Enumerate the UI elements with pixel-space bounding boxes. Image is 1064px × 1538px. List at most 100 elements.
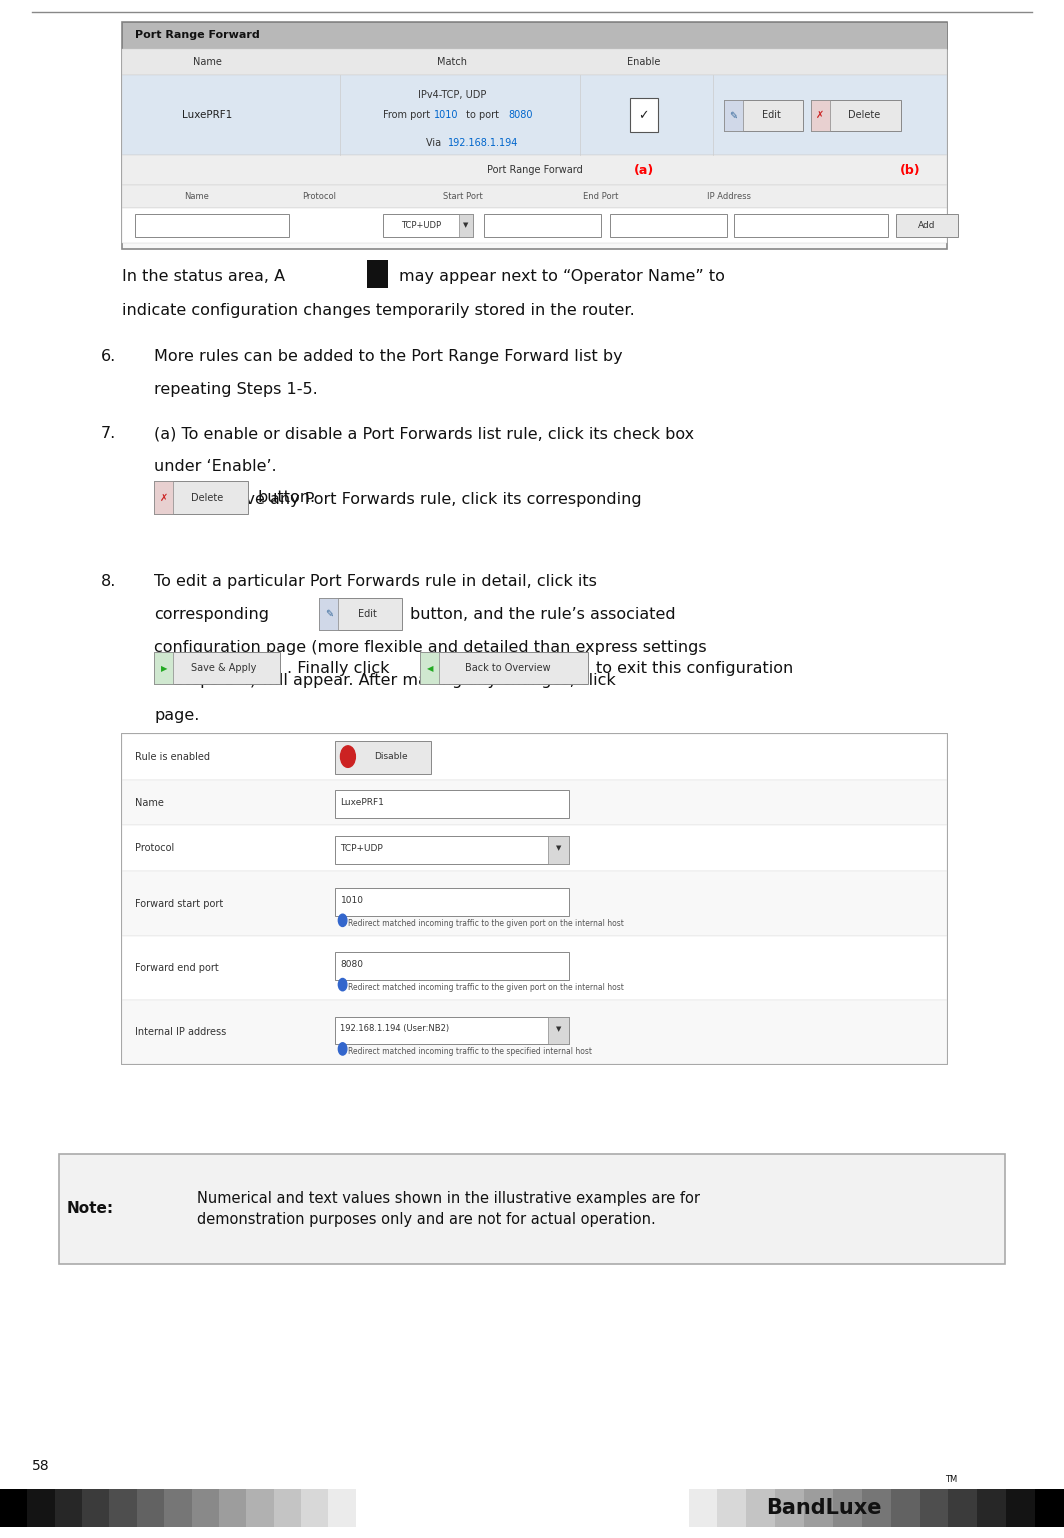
- FancyBboxPatch shape: [219, 1489, 247, 1527]
- Text: 1010: 1010: [340, 895, 364, 904]
- Text: Numerical and text values shown in the illustrative examples are for
demonstrati: Numerical and text values shown in the i…: [197, 1190, 700, 1227]
- Text: Redirect matched incoming traffic to the given port on the internal host: Redirect matched incoming traffic to the…: [348, 918, 624, 927]
- FancyBboxPatch shape: [319, 597, 338, 631]
- FancyBboxPatch shape: [335, 791, 569, 818]
- Text: Via: Via: [426, 138, 444, 148]
- Text: From port: From port: [383, 111, 433, 120]
- FancyBboxPatch shape: [137, 1489, 165, 1527]
- Text: Note:: Note:: [67, 1201, 114, 1217]
- Text: Edit: Edit: [358, 609, 377, 618]
- FancyBboxPatch shape: [82, 1489, 111, 1527]
- FancyBboxPatch shape: [154, 652, 280, 684]
- FancyBboxPatch shape: [811, 100, 830, 131]
- FancyBboxPatch shape: [28, 1489, 55, 1527]
- FancyBboxPatch shape: [273, 1489, 302, 1527]
- FancyBboxPatch shape: [154, 652, 173, 684]
- FancyBboxPatch shape: [484, 214, 601, 237]
- Text: button.: button.: [257, 491, 316, 504]
- Text: ✓: ✓: [638, 109, 649, 122]
- FancyBboxPatch shape: [135, 214, 289, 237]
- Text: Match: Match: [437, 57, 467, 68]
- FancyBboxPatch shape: [335, 887, 569, 915]
- Text: (b): (b): [899, 165, 920, 177]
- FancyBboxPatch shape: [122, 935, 947, 1000]
- Text: button, and the rule’s associated: button, and the rule’s associated: [410, 608, 676, 621]
- Text: 192.168.1.194: 192.168.1.194: [448, 138, 518, 148]
- Text: Name: Name: [135, 798, 164, 807]
- Text: ✎: ✎: [729, 111, 737, 120]
- Text: LuxePRF1: LuxePRF1: [182, 111, 233, 120]
- FancyBboxPatch shape: [1035, 1489, 1064, 1527]
- Text: 1010: 1010: [434, 111, 459, 120]
- FancyBboxPatch shape: [355, 1489, 384, 1527]
- Text: End Port: End Port: [583, 192, 619, 200]
- Text: Redirect matched incoming traffic to the given port on the internal host: Redirect matched incoming traffic to the…: [348, 983, 624, 992]
- Text: page.: page.: [154, 707, 200, 723]
- FancyBboxPatch shape: [122, 22, 947, 49]
- FancyBboxPatch shape: [122, 22, 947, 249]
- Text: ✗: ✗: [160, 492, 168, 503]
- FancyBboxPatch shape: [301, 1489, 330, 1527]
- FancyBboxPatch shape: [548, 837, 569, 864]
- Text: Redirect matched incoming traffic to the specified internal host: Redirect matched incoming traffic to the…: [348, 1047, 592, 1057]
- FancyBboxPatch shape: [122, 49, 947, 75]
- Text: (a) To enable or disable a Port Forwards list rule, click its check box: (a) To enable or disable a Port Forwards…: [154, 426, 695, 441]
- FancyBboxPatch shape: [420, 652, 588, 684]
- Text: ▶: ▶: [161, 664, 167, 672]
- Text: Edit: Edit: [762, 111, 781, 120]
- FancyBboxPatch shape: [548, 1017, 569, 1044]
- Text: TCP+UDP: TCP+UDP: [340, 844, 383, 854]
- FancyBboxPatch shape: [122, 780, 947, 826]
- Text: indicate configuration changes temporarily stored in the router.: indicate configuration changes temporari…: [122, 303, 635, 318]
- FancyBboxPatch shape: [833, 1489, 863, 1527]
- Text: ▼: ▼: [555, 1026, 562, 1032]
- FancyBboxPatch shape: [122, 872, 947, 935]
- Text: LuxePRF1: LuxePRF1: [340, 798, 384, 807]
- FancyBboxPatch shape: [919, 1489, 949, 1527]
- FancyBboxPatch shape: [59, 1154, 1005, 1264]
- Text: Forward end port: Forward end port: [135, 963, 219, 974]
- Text: Port Range Forward: Port Range Forward: [135, 31, 260, 40]
- FancyBboxPatch shape: [717, 1489, 747, 1527]
- FancyBboxPatch shape: [459, 214, 473, 237]
- Circle shape: [338, 1043, 347, 1055]
- Text: configuration page (more flexible and detailed than express settings: configuration page (more flexible and de…: [154, 640, 706, 655]
- Text: 6.: 6.: [101, 349, 116, 365]
- Text: under ‘Enable’.: under ‘Enable’.: [154, 460, 277, 474]
- Text: may appear next to “Operator Name” to: may appear next to “Operator Name” to: [399, 269, 725, 285]
- FancyBboxPatch shape: [660, 1489, 689, 1527]
- Text: Start Port: Start Port: [443, 192, 483, 200]
- Text: repeating Steps 1-5.: repeating Steps 1-5.: [154, 383, 318, 397]
- FancyBboxPatch shape: [891, 1489, 920, 1527]
- FancyBboxPatch shape: [54, 1489, 83, 1527]
- FancyBboxPatch shape: [192, 1489, 220, 1527]
- Text: ✗: ✗: [816, 111, 825, 120]
- FancyBboxPatch shape: [154, 481, 248, 514]
- FancyBboxPatch shape: [688, 1489, 718, 1527]
- FancyBboxPatch shape: [0, 1489, 29, 1527]
- Circle shape: [338, 914, 347, 926]
- FancyBboxPatch shape: [335, 741, 431, 774]
- FancyBboxPatch shape: [724, 100, 803, 131]
- FancyBboxPatch shape: [110, 1489, 138, 1527]
- Text: In the status area, A: In the status area, A: [122, 269, 285, 285]
- Text: TM: TM: [945, 1475, 958, 1484]
- FancyBboxPatch shape: [1007, 1489, 1036, 1527]
- Text: Enable: Enable: [627, 57, 661, 68]
- FancyBboxPatch shape: [335, 837, 569, 864]
- Text: Rule is enabled: Rule is enabled: [135, 752, 210, 761]
- Text: More rules can be added to the Port Range Forward list by: More rules can be added to the Port Rang…: [154, 349, 622, 365]
- FancyBboxPatch shape: [734, 214, 888, 237]
- FancyBboxPatch shape: [122, 734, 947, 780]
- FancyBboxPatch shape: [122, 75, 947, 155]
- Text: IPv4-TCP, UDP: IPv4-TCP, UDP: [418, 91, 486, 100]
- Text: Port Range Forward: Port Range Forward: [487, 165, 582, 175]
- Text: ◀: ◀: [427, 664, 433, 672]
- FancyBboxPatch shape: [122, 208, 947, 243]
- Text: Delete: Delete: [848, 111, 880, 120]
- Text: to exit this configuration: to exit this configuration: [596, 661, 793, 675]
- Text: Disable: Disable: [373, 752, 408, 761]
- Text: Save & Apply: Save & Apply: [190, 663, 256, 674]
- Circle shape: [340, 746, 355, 767]
- FancyBboxPatch shape: [383, 214, 473, 237]
